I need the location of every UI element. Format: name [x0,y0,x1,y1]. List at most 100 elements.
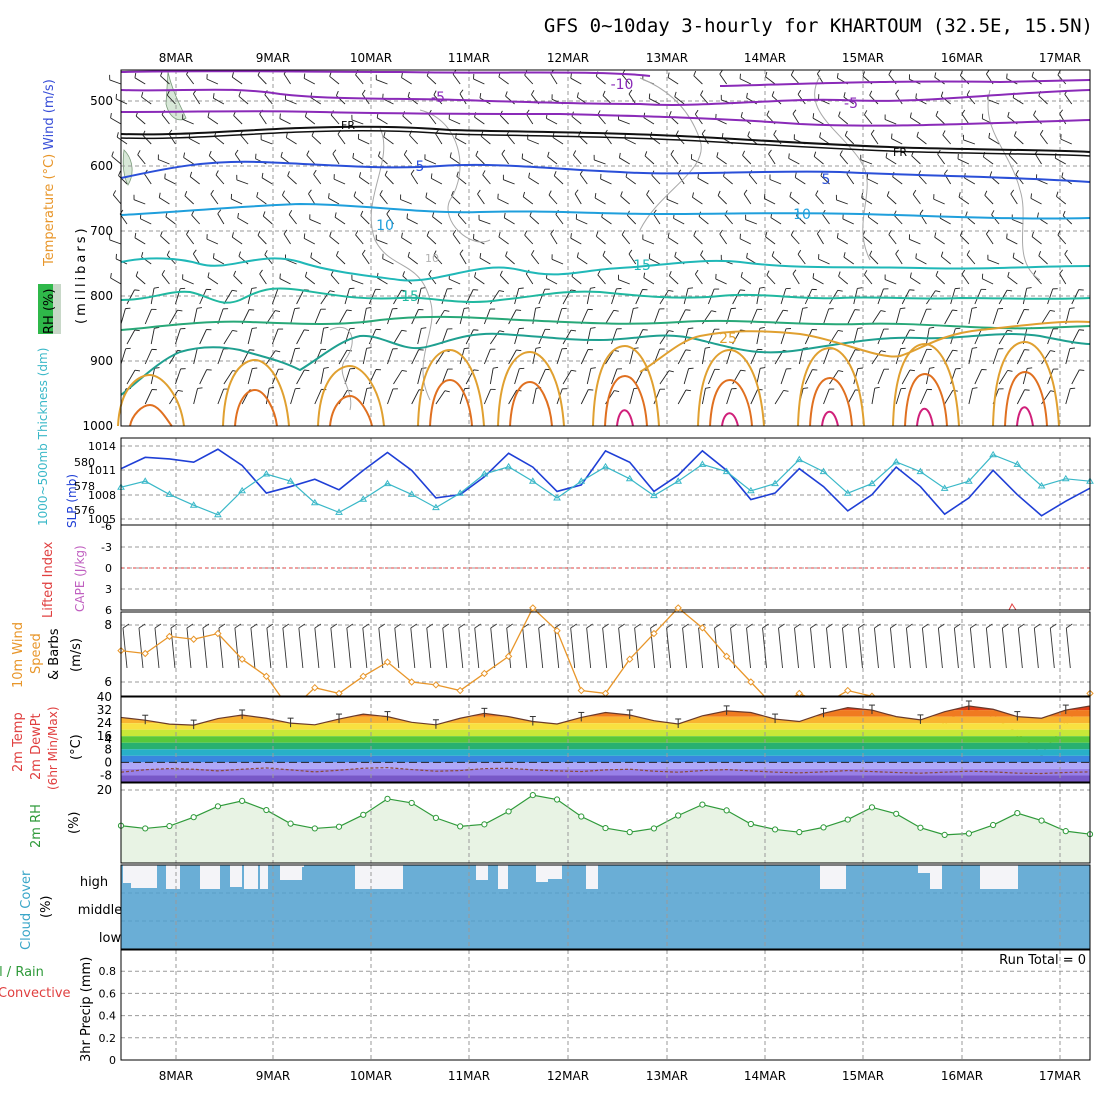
upper-wind-barb [410,173,419,185]
upper-wind-barb [992,308,999,325]
upper-wind-barb [877,368,885,385]
upper-wind-barb [823,348,830,365]
wind10m-barb-flag [314,623,322,629]
upper-wind-barb [478,219,491,225]
wind10m-barb [746,627,751,669]
upper-wind-barb [597,274,606,285]
upper-wind-barb-flag [1013,131,1017,137]
upper-wind-barb [296,289,305,305]
wind10m-barb-flag [554,623,561,629]
wind10m-speed-marker [529,604,537,612]
temp-contour-30 [709,378,753,427]
wind10m-barb-flag [330,623,338,629]
upper-wind-barb [160,235,170,245]
upper-wind-barb [141,96,152,105]
upper-wind-barb [514,328,520,345]
upper-wind-barb-flag [746,92,748,98]
temp2m-unit: (°C) [69,734,84,760]
upper-wind-barb [186,74,195,85]
upper-wind-barb-flag [361,89,366,95]
temp2m-tick: 24 [97,716,112,730]
precip-total-label: tal / Rain [0,965,44,980]
upper-wind-barb [223,370,233,385]
upper-wind-barb [651,174,661,185]
precip-tick: 0.8 [99,965,117,978]
temp-contour-35 [821,410,839,427]
thickness-marker [625,474,634,482]
upper-wind-barb [968,388,973,405]
upper-wind-barb-flag [816,229,821,234]
upper-wind-barb [475,155,485,165]
upper-wind-barb [296,329,305,345]
upper-wind-barb [547,156,558,165]
thickness-marker [359,495,368,502]
upper-wind-barb-flag [674,251,677,257]
upper-wind-barb [602,255,612,265]
upper-wind-barb [144,173,152,185]
upper-wind-barb [406,218,418,225]
upper-wind-barb-flag [934,72,937,78]
upper-wind-barb [653,213,661,225]
upper-wind-barb [619,157,630,165]
thickness-tick: 578 [74,480,95,493]
cape-label: CAPE (J/kg) [73,545,87,612]
upper-wind-barb [934,236,945,245]
contour-label: 10 [425,252,439,265]
wind10m-barb-flag [154,623,162,629]
cloud-gap [260,865,268,889]
wind10m-barb-flag [634,623,641,629]
upper-wind-barb [508,309,517,325]
thickness-marker [1061,474,1070,482]
temp-contour-minus10 [120,70,651,77]
upper-wind-barb-flag [965,211,968,217]
wind10m-speed-marker [311,683,319,692]
upper-wind-barb [165,216,176,225]
upper-wind-barb [960,235,970,245]
upper-wind-barb [207,116,219,125]
upper-wind-barb [332,153,340,165]
li-tick: 3 [105,583,112,596]
wind10m-barb [985,627,991,669]
temperature-band [121,775,1090,782]
upper-wind-barb-flag [479,92,482,99]
upper-wind-barb-flag [279,273,281,279]
rh2m-marker [1038,817,1045,824]
upper-wind-barb [1038,95,1048,105]
upper-wind-barb-flag [711,310,717,313]
upper-wind-barb-flag [432,211,435,217]
wind10m-barb [490,627,496,669]
upper-wind-barb-flag [1006,73,1008,79]
upper-wind-barb [870,133,879,145]
upper-wind-barb-flag [1007,369,1013,372]
rh2m-marker [263,806,270,814]
upper-wind-barb-flag [433,90,437,96]
rh-contour [329,326,353,411]
upper-wind-barb-flag [141,251,144,258]
upper-wind-barb [479,257,491,265]
upper-wind-barb [193,388,198,405]
wind10m-speed-marker [165,632,174,641]
wind10m-barb-flag [826,623,833,629]
upper-wind-barb [571,116,582,125]
temp-contour-30 [1004,370,1048,427]
upper-wind-barb-flag [304,329,310,331]
upper-wind-barb-flag [208,150,212,156]
wind10m-barb-flag [474,623,481,629]
upper-wind-barb-flag [259,269,263,275]
upper-wind-barb [158,159,170,165]
upper-wind-barb [529,215,540,225]
upper-wind-barb-flag [421,367,427,369]
upper-wind-barb [503,179,515,185]
upper-wind-barb [944,309,953,325]
upper-wind-barb [579,174,588,185]
upper-wind-barb-flag [942,130,946,136]
cloud-gap [586,865,598,889]
thickness-marker [383,479,392,487]
upper-wind-barb [314,308,322,325]
wind10m-speed-marker [407,678,416,686]
upper-wind-barb [166,94,176,105]
upper-wind-barb [1056,196,1067,205]
temp-contour-5 [120,160,1091,183]
upper-wind-barb [895,388,902,405]
upper-wind-barb [206,78,219,85]
